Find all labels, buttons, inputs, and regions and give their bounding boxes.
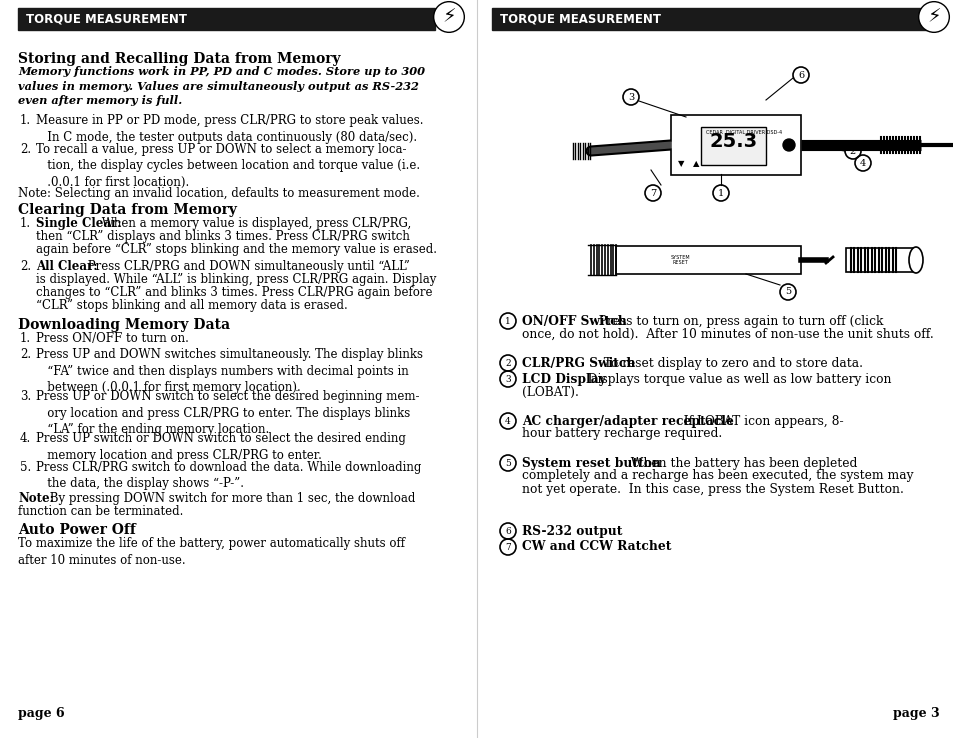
Text: If LOBAT icon appears, 8-: If LOBAT icon appears, 8- bbox=[675, 415, 842, 427]
Text: ⚡: ⚡ bbox=[441, 7, 456, 27]
Text: To recall a value, press UP or DOWN to select a memory loca-
   tion, the displa: To recall a value, press UP or DOWN to s… bbox=[36, 143, 419, 189]
Text: once, do not hold).  After 10 minutes of non-use the unit shuts off.: once, do not hold). After 10 minutes of … bbox=[521, 328, 933, 340]
Text: 4: 4 bbox=[504, 416, 511, 426]
Text: CLR/PRG Switch: CLR/PRG Switch bbox=[521, 356, 635, 370]
Text: hour battery recharge required.: hour battery recharge required. bbox=[521, 427, 721, 441]
Text: ▲: ▲ bbox=[692, 159, 699, 168]
Text: 6: 6 bbox=[797, 71, 803, 80]
Text: Displays torque value as well as low battery icon: Displays torque value as well as low bat… bbox=[579, 373, 891, 385]
Text: 6: 6 bbox=[504, 526, 511, 536]
Text: 1.: 1. bbox=[20, 217, 31, 230]
Text: ⚡: ⚡ bbox=[926, 7, 940, 27]
Text: completely and a recharge has been executed, the system may: completely and a recharge has been execu… bbox=[521, 469, 913, 483]
Text: 2: 2 bbox=[505, 359, 510, 368]
Text: Note:: Note: bbox=[18, 492, 54, 505]
Text: AC charger/adapter receptacle: AC charger/adapter receptacle bbox=[521, 415, 733, 427]
Text: Press UP or DOWN switch to select the desired beginning mem-
   ory location and: Press UP or DOWN switch to select the de… bbox=[36, 390, 419, 436]
FancyBboxPatch shape bbox=[700, 127, 765, 165]
Text: Downloading Memory Data: Downloading Memory Data bbox=[18, 318, 230, 332]
Text: TORQUE MEASUREMENT: TORQUE MEASUREMENT bbox=[499, 13, 660, 26]
Text: Press CLR/PRG switch to download the data. While downloading
   the data, the di: Press CLR/PRG switch to download the dat… bbox=[36, 461, 421, 491]
Text: page 6: page 6 bbox=[18, 707, 65, 720]
Text: again before “CLR” stops blinking and the memory value is erased.: again before “CLR” stops blinking and th… bbox=[36, 243, 436, 256]
Text: All Clear:: All Clear: bbox=[36, 260, 97, 273]
Text: TORQUE MEASUREMENT: TORQUE MEASUREMENT bbox=[26, 13, 187, 26]
Text: 2.: 2. bbox=[20, 260, 31, 273]
Text: RS-232 output: RS-232 output bbox=[521, 525, 622, 537]
Text: 25.3: 25.3 bbox=[709, 132, 757, 151]
Text: ON/OFF Switch: ON/OFF Switch bbox=[521, 314, 626, 328]
FancyBboxPatch shape bbox=[616, 246, 801, 274]
Text: When a memory value is displayed, press CLR/PRG,: When a memory value is displayed, press … bbox=[98, 217, 411, 230]
Text: 1: 1 bbox=[717, 188, 723, 198]
Text: Single Clear:: Single Clear: bbox=[36, 217, 121, 230]
Text: LCD Display: LCD Display bbox=[521, 373, 605, 385]
Text: 7: 7 bbox=[504, 542, 511, 551]
Text: Memory functions work in PP, PD and C modes. Store up to 300
values in memory. V: Memory functions work in PP, PD and C mo… bbox=[18, 66, 424, 106]
Text: 1.: 1. bbox=[20, 332, 31, 345]
Text: Clearing Data from Memory: Clearing Data from Memory bbox=[18, 203, 236, 217]
Text: 1: 1 bbox=[504, 317, 511, 325]
Bar bbox=[492, 8, 929, 30]
Text: By pressing DOWN switch for more than 1 sec, the download: By pressing DOWN switch for more than 1 … bbox=[46, 492, 415, 505]
Text: Auto Power Off: Auto Power Off bbox=[18, 523, 135, 537]
Text: (LOBAT).: (LOBAT). bbox=[521, 385, 578, 399]
Text: SYSTEM
RESET: SYSTEM RESET bbox=[670, 255, 690, 266]
Text: 2.: 2. bbox=[20, 348, 31, 361]
Text: Note: Selecting an invalid location, defaults to measurement mode.: Note: Selecting an invalid location, def… bbox=[18, 187, 419, 200]
Text: 3: 3 bbox=[627, 92, 634, 102]
Text: CEDAR  DIGITAL DRIVER DSD-4: CEDAR DIGITAL DRIVER DSD-4 bbox=[705, 130, 781, 135]
Text: To maximize the life of the battery, power automatically shuts off
after 10 minu: To maximize the life of the battery, pow… bbox=[18, 537, 405, 567]
Text: 3.: 3. bbox=[20, 390, 31, 403]
Text: then “CLR” displays and blinks 3 times. Press CLR/PRG switch: then “CLR” displays and blinks 3 times. … bbox=[36, 230, 410, 243]
Text: To reset display to zero and to store data.: To reset display to zero and to store da… bbox=[596, 356, 862, 370]
Text: is displayed. While “ALL” is blinking, press CLR/PRG again. Display: is displayed. While “ALL” is blinking, p… bbox=[36, 273, 436, 286]
Text: When the battery has been depleted: When the battery has been depleted bbox=[622, 457, 856, 469]
Text: changes to “CLR” and blinks 3 times. Press CLR/PRG again before: changes to “CLR” and blinks 3 times. Pre… bbox=[36, 286, 432, 299]
Text: ▼: ▼ bbox=[677, 159, 683, 168]
Text: 1.: 1. bbox=[20, 114, 31, 127]
Text: 4.: 4. bbox=[20, 432, 31, 445]
Text: Press CLR/PRG and DOWN simultaneously until “ALL”: Press CLR/PRG and DOWN simultaneously un… bbox=[84, 260, 410, 273]
Circle shape bbox=[782, 139, 794, 151]
Ellipse shape bbox=[908, 247, 923, 273]
Text: Measure in PP or PD mode, press CLR/PRG to store peak values.
   In C mode, the : Measure in PP or PD mode, press CLR/PRG … bbox=[36, 114, 423, 143]
Text: “CLR” stops blinking and all memory data is erased.: “CLR” stops blinking and all memory data… bbox=[36, 299, 348, 312]
Bar bbox=[18, 8, 435, 30]
Text: 4: 4 bbox=[859, 159, 865, 168]
Text: not yet operate.  In this case, press the System Reset Button.: not yet operate. In this case, press the… bbox=[521, 483, 902, 495]
Text: Press UP and DOWN switches simultaneously. The display blinks
   “FA” twice and : Press UP and DOWN switches simultaneousl… bbox=[36, 348, 422, 394]
FancyBboxPatch shape bbox=[670, 115, 801, 175]
Text: System reset button: System reset button bbox=[521, 457, 660, 469]
Text: 2.: 2. bbox=[20, 143, 31, 156]
Text: 2: 2 bbox=[849, 147, 855, 156]
FancyBboxPatch shape bbox=[845, 248, 915, 272]
Text: 3: 3 bbox=[505, 374, 510, 384]
Text: 5: 5 bbox=[504, 458, 511, 467]
Text: 5: 5 bbox=[784, 288, 790, 297]
Text: CW and CCW Ratchet: CW and CCW Ratchet bbox=[521, 540, 671, 554]
Text: 5.: 5. bbox=[20, 461, 31, 474]
Text: function can be terminated.: function can be terminated. bbox=[18, 505, 183, 518]
Text: Press to turn on, press again to turn off (click: Press to turn on, press again to turn of… bbox=[590, 314, 882, 328]
Text: Press ON/OFF to turn on.: Press ON/OFF to turn on. bbox=[36, 332, 189, 345]
Text: Press UP switch or DOWN switch to select the desired ending
   memory location a: Press UP switch or DOWN switch to select… bbox=[36, 432, 405, 461]
Text: Storing and Recalling Data from Memory: Storing and Recalling Data from Memory bbox=[18, 52, 340, 66]
Text: 7: 7 bbox=[649, 188, 656, 198]
Text: page 3: page 3 bbox=[892, 707, 939, 720]
